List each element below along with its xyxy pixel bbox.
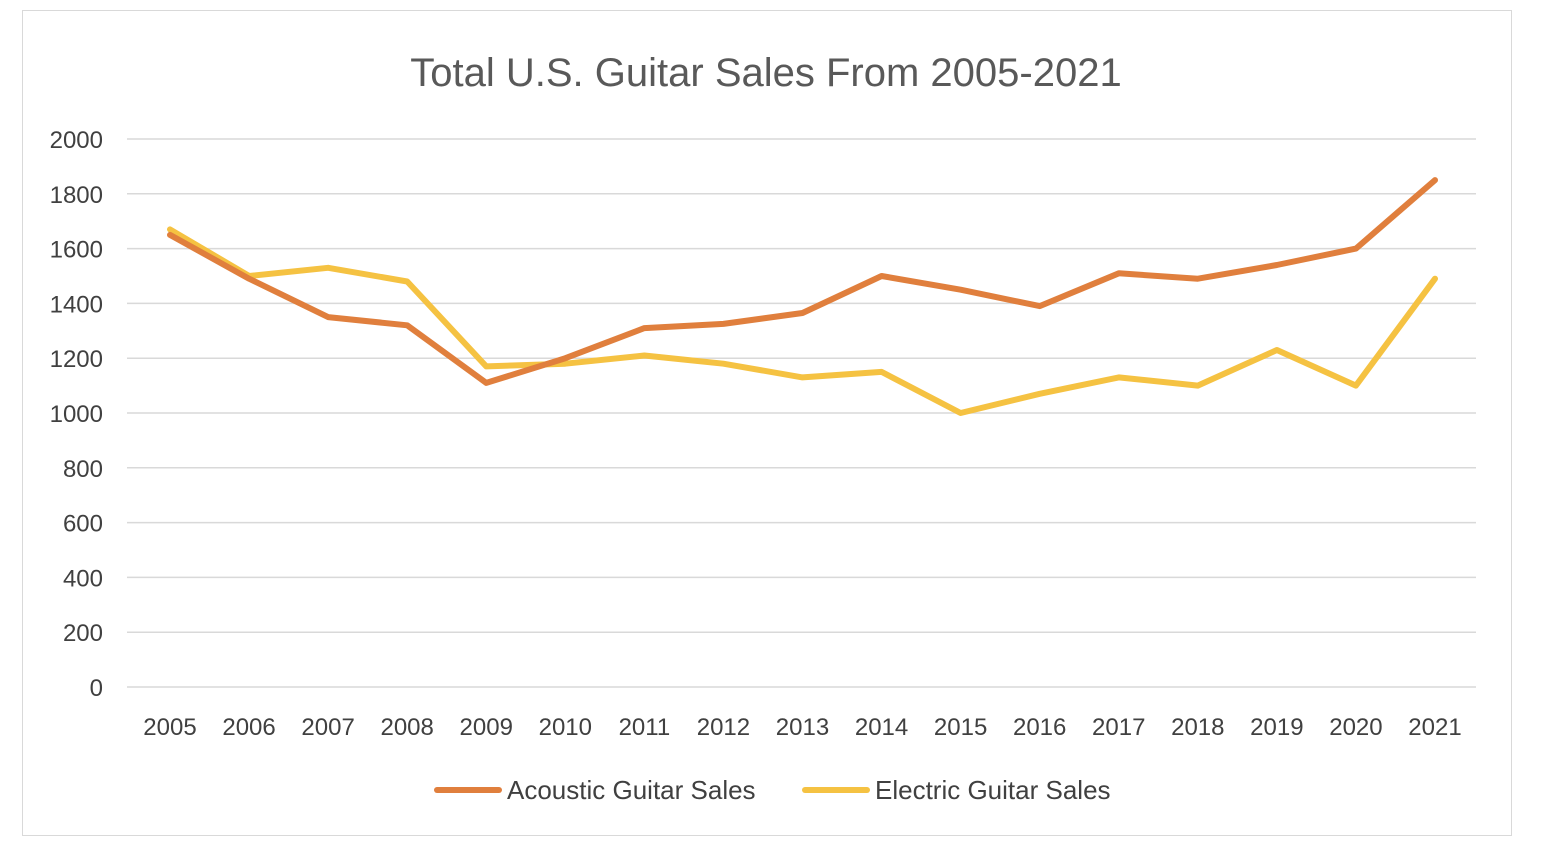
x-tick-label: 2008 bbox=[380, 714, 433, 741]
x-tick-label: 2018 bbox=[1171, 714, 1224, 741]
y-axis-ticks: 0 200 400 600 800 1000 1200 1400 1600 1800 2000 bbox=[50, 127, 103, 702]
x-tick-label: 2012 bbox=[697, 714, 750, 741]
x-tick-label: 2019 bbox=[1250, 714, 1303, 741]
y-tick-label: 1800 bbox=[50, 182, 103, 209]
x-tick-label: 2016 bbox=[1013, 714, 1066, 741]
x-tick-label: 2020 bbox=[1329, 714, 1382, 741]
x-tick-label: 2007 bbox=[301, 714, 354, 741]
x-tick-label: 2009 bbox=[460, 714, 513, 741]
y-tick-label: 800 bbox=[63, 456, 103, 483]
x-tick-label: 2017 bbox=[1092, 714, 1145, 741]
gridlines bbox=[127, 138, 1476, 688]
series-line-electric bbox=[167, 226, 1438, 416]
series-lines bbox=[167, 177, 1438, 416]
y-tick-label: 400 bbox=[63, 565, 103, 592]
y-tick-label: 0 bbox=[90, 675, 103, 702]
line-chart: Total U.S. Guitar Sales From 2005-2021 0… bbox=[50, 51, 1476, 805]
x-tick-label: 2006 bbox=[222, 714, 275, 741]
series-line-acoustic bbox=[167, 177, 1438, 386]
x-tick-label: 2005 bbox=[143, 714, 196, 741]
y-tick-label: 1400 bbox=[50, 291, 103, 318]
x-tick-label: 2013 bbox=[776, 714, 829, 741]
x-tick-label: 2010 bbox=[539, 714, 592, 741]
x-tick-label: 2014 bbox=[855, 714, 908, 741]
x-tick-label: 2015 bbox=[934, 714, 987, 741]
y-tick-label: 200 bbox=[63, 620, 103, 647]
chart-frame: Total U.S. Guitar Sales From 2005-2021 0… bbox=[22, 10, 1512, 836]
y-tick-label: 2000 bbox=[50, 127, 103, 154]
x-axis-ticks: 2005 2006 2007 2008 2009 2010 2011 2012 2013 2014… bbox=[143, 714, 1461, 741]
legend-label-electric: Electric Guitar Sales bbox=[875, 775, 1111, 805]
y-tick-label: 1000 bbox=[50, 401, 103, 428]
chart-title: Total U.S. Guitar Sales From 2005-2021 bbox=[410, 51, 1121, 95]
x-tick-label: 2011 bbox=[619, 714, 671, 741]
legend-label-acoustic: Acoustic Guitar Sales bbox=[507, 775, 756, 805]
y-tick-label: 1200 bbox=[50, 346, 103, 373]
y-tick-label: 1600 bbox=[50, 237, 103, 264]
y-tick-label: 600 bbox=[63, 511, 103, 538]
legend: Acoustic Guitar Sales Electric Guitar Sal… bbox=[434, 775, 1111, 805]
x-tick-label: 2021 bbox=[1408, 714, 1461, 741]
